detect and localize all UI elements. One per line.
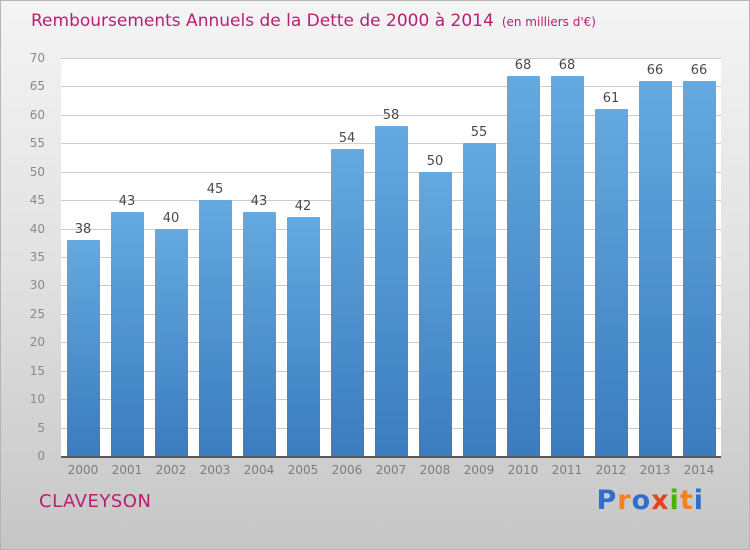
bar-slot: 50 xyxy=(413,58,457,456)
bar-value-label: 38 xyxy=(74,221,92,237)
x-tick-label: 2002 xyxy=(155,463,187,477)
bar-slot: 38 xyxy=(61,58,105,456)
bar-2012 xyxy=(594,109,628,456)
bar-2011 xyxy=(550,76,584,456)
bar-2002 xyxy=(154,228,188,456)
y-tick-label: 40 xyxy=(29,221,45,236)
x-axis: 2000 2001 2002 2003 2004 2005 2006 2007 2008 2009… xyxy=(61,463,721,477)
chart-subtitle: (en milliers d'€) xyxy=(501,15,596,29)
y-tick-label: 55 xyxy=(29,136,45,151)
bar-2003 xyxy=(198,200,232,456)
x-tick-label: 2001 xyxy=(111,463,143,477)
bar-2009 xyxy=(462,143,496,456)
bar-2004 xyxy=(242,211,276,456)
x-tick-label: 2011 xyxy=(551,463,583,477)
bar-value-label: 40 xyxy=(162,210,180,226)
gridline xyxy=(61,58,721,59)
bar-2005 xyxy=(286,217,320,456)
x-tick-label: 2007 xyxy=(375,463,407,477)
bar-value-label: 58 xyxy=(382,108,400,124)
bar-value-label: 50 xyxy=(426,153,444,169)
bar-slot: 40 xyxy=(149,58,193,456)
x-tick-label: 2010 xyxy=(507,463,539,477)
chart-header: Remboursements Annuels de la Dette de 20… xyxy=(31,11,596,31)
bar-2010 xyxy=(506,76,540,456)
bar-value-label: 68 xyxy=(558,58,576,73)
logo-letter: i xyxy=(693,485,704,516)
y-tick-label: 25 xyxy=(29,306,45,321)
logo-letter: P xyxy=(596,485,618,516)
y-tick-label: 45 xyxy=(29,193,45,208)
x-tick-label: 2013 xyxy=(639,463,671,477)
x-tick-label: 2004 xyxy=(243,463,275,477)
x-tick-label: 2005 xyxy=(287,463,319,477)
bar-slot: 43 xyxy=(105,58,149,456)
bar-2001 xyxy=(110,211,144,456)
x-tick-label: 2009 xyxy=(463,463,495,477)
bars-container: 38 43 40 45 43 42 54 58 50 55 68 68 61 66 66 xyxy=(61,58,721,456)
bar-slot: 61 xyxy=(589,58,633,456)
y-tick-label: 70 xyxy=(29,51,45,65)
bar-slot: 68 xyxy=(545,58,589,456)
y-tick-label: 50 xyxy=(29,164,45,179)
logo-letter: x xyxy=(651,485,670,516)
chart-title: Remboursements Annuels de la Dette de 20… xyxy=(31,11,494,31)
logo-letter: t xyxy=(679,485,694,516)
bar-slot: 55 xyxy=(457,58,501,456)
bar-slot: 66 xyxy=(677,58,721,456)
bar-slot: 68 xyxy=(501,58,545,456)
bar-2014 xyxy=(682,80,716,456)
bar-2006 xyxy=(330,148,364,456)
x-tick-label: 2000 xyxy=(67,463,99,477)
x-tick-label: 2012 xyxy=(595,463,627,477)
company-name: CLAVEYSON xyxy=(39,491,152,512)
y-tick-label: 65 xyxy=(29,79,45,94)
bar-value-label: 68 xyxy=(514,58,532,73)
x-tick-label: 2008 xyxy=(419,463,451,477)
bar-value-label: 42 xyxy=(294,199,312,215)
y-axis: 0 5 10 15 20 25 30 35 40 45 50 55 60 65 70 xyxy=(1,51,53,463)
y-tick-label: 30 xyxy=(29,278,45,293)
bar-slot: 43 xyxy=(237,58,281,456)
bar-value-label: 55 xyxy=(470,125,488,141)
bar-value-label: 43 xyxy=(250,193,268,209)
bar-2008 xyxy=(418,171,452,456)
bar-slot: 58 xyxy=(369,58,413,456)
x-tick-label: 2006 xyxy=(331,463,363,477)
y-tick-label: 35 xyxy=(29,250,45,264)
y-tick-label: 5 xyxy=(37,420,45,435)
y-tick-label: 20 xyxy=(29,335,45,350)
x-tick-label: 2003 xyxy=(199,463,231,477)
y-tick-label: 60 xyxy=(29,107,45,122)
gridline xyxy=(61,114,721,116)
bar-slot: 54 xyxy=(325,58,369,456)
proxiti-logo: Proxiti xyxy=(596,485,704,516)
bar-2000 xyxy=(66,239,100,456)
bar-value-label: 45 xyxy=(206,182,224,198)
bar-value-label: 66 xyxy=(690,62,708,78)
bar-value-label: 43 xyxy=(118,193,136,209)
plot-area: 38 43 40 45 43 42 54 58 50 55 68 68 61 66 66 xyxy=(61,58,721,458)
bar-slot: 42 xyxy=(281,58,325,456)
bar-slot: 66 xyxy=(633,58,677,456)
bar-2007 xyxy=(374,126,408,456)
y-tick-label: 15 xyxy=(29,363,45,378)
bar-value-label: 66 xyxy=(646,62,664,78)
logo-letter: r xyxy=(617,485,632,516)
gridline xyxy=(61,86,721,88)
bar-value-label: 61 xyxy=(602,91,620,107)
bar-2013 xyxy=(638,80,672,456)
y-tick-label: 10 xyxy=(29,392,45,407)
logo-letter: i xyxy=(669,485,680,516)
y-tick-label: 0 xyxy=(37,449,45,463)
x-tick-label: 2014 xyxy=(683,463,715,477)
bar-value-label: 54 xyxy=(338,130,356,146)
logo-letter: o xyxy=(631,485,652,516)
bar-slot: 45 xyxy=(193,58,237,456)
